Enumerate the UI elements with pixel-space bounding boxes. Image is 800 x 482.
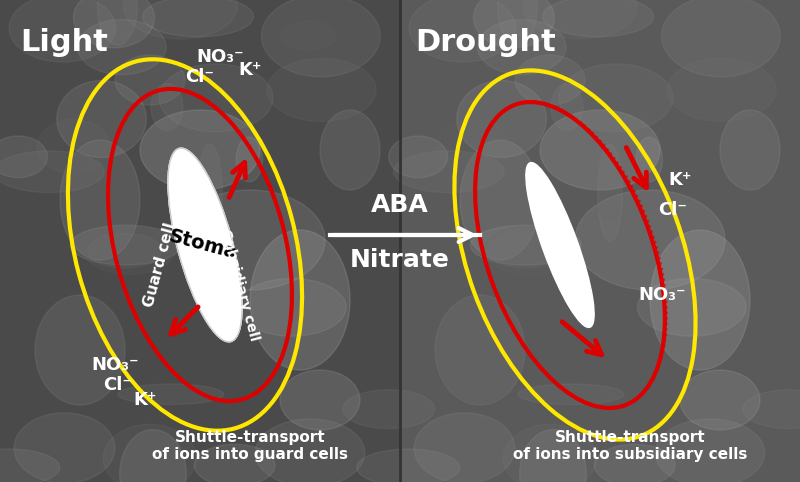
Ellipse shape [357,449,460,482]
Ellipse shape [558,64,673,132]
Bar [400,0,800,482]
Text: Cl⁻: Cl⁻ [658,201,687,219]
Ellipse shape [168,148,242,342]
Ellipse shape [594,444,675,482]
Ellipse shape [250,230,350,370]
Ellipse shape [457,80,546,158]
Ellipse shape [84,226,174,275]
Ellipse shape [598,192,620,220]
Text: Stoma: Stoma [166,227,239,263]
Ellipse shape [667,58,776,121]
Ellipse shape [503,424,597,482]
Ellipse shape [498,0,538,45]
Ellipse shape [742,390,800,428]
Ellipse shape [515,55,585,105]
Ellipse shape [236,137,262,182]
Ellipse shape [255,419,365,482]
Ellipse shape [78,19,166,75]
Ellipse shape [526,162,594,327]
Ellipse shape [198,144,222,241]
Ellipse shape [681,21,737,50]
Ellipse shape [57,80,146,158]
Ellipse shape [720,110,780,190]
Ellipse shape [655,419,765,482]
Ellipse shape [267,58,376,121]
Ellipse shape [151,83,183,131]
Ellipse shape [662,0,780,77]
Text: K⁺: K⁺ [238,61,262,79]
Text: Shuttle-transport
of ions into guard cells: Shuttle-transport of ions into guard cel… [152,430,348,462]
Ellipse shape [0,151,104,193]
Ellipse shape [409,0,516,62]
Ellipse shape [414,413,515,482]
Bar [0,0,400,482]
Ellipse shape [551,83,583,131]
Text: Guard cell: Guard cell [142,221,178,309]
Text: Nitrate: Nitrate [350,248,450,272]
Ellipse shape [74,0,154,48]
Text: Cl⁻: Cl⁻ [103,376,133,394]
Ellipse shape [540,110,660,190]
Ellipse shape [262,0,380,77]
Ellipse shape [394,151,504,193]
Ellipse shape [636,137,662,182]
Ellipse shape [474,0,554,48]
Ellipse shape [70,225,181,265]
Ellipse shape [598,144,622,241]
Ellipse shape [60,140,140,260]
Ellipse shape [389,136,447,178]
Ellipse shape [87,233,162,268]
Text: K⁺: K⁺ [668,171,691,189]
Ellipse shape [523,0,638,39]
Ellipse shape [320,110,380,190]
Ellipse shape [0,449,60,482]
Ellipse shape [575,190,725,290]
Ellipse shape [115,55,185,105]
Text: Shuttle-transport
of ions into subsidiary cells: Shuttle-transport of ions into subsidiar… [513,430,747,462]
Ellipse shape [14,413,115,482]
Ellipse shape [460,140,540,260]
Ellipse shape [680,370,760,430]
Ellipse shape [478,19,566,75]
Ellipse shape [140,110,260,190]
Ellipse shape [281,21,337,50]
Ellipse shape [0,136,47,178]
Text: NO₃⁻: NO₃⁻ [196,48,244,66]
Ellipse shape [342,390,434,428]
Ellipse shape [158,64,273,132]
Ellipse shape [435,295,525,405]
Text: K⁺: K⁺ [134,391,157,409]
Ellipse shape [123,0,238,39]
Ellipse shape [638,279,746,336]
Ellipse shape [35,295,125,405]
Ellipse shape [103,424,197,482]
Ellipse shape [487,233,562,268]
Ellipse shape [238,279,346,336]
Ellipse shape [98,0,138,45]
Text: NO₃⁻: NO₃⁻ [638,286,686,304]
Ellipse shape [118,384,224,404]
Ellipse shape [9,0,116,62]
Ellipse shape [280,370,360,430]
Text: Subsidiary cell: Subsidiary cell [218,228,262,342]
Text: ABA: ABA [371,193,429,217]
Ellipse shape [650,230,750,370]
Text: Cl⁻: Cl⁻ [186,68,214,86]
Ellipse shape [484,226,574,275]
Ellipse shape [437,120,510,174]
Text: Drought: Drought [415,28,556,57]
Ellipse shape [175,190,325,290]
Ellipse shape [37,120,110,174]
Ellipse shape [194,444,275,482]
Text: NO₃⁻: NO₃⁻ [91,356,139,374]
Ellipse shape [120,429,186,482]
Ellipse shape [542,0,654,37]
Ellipse shape [198,192,220,220]
Ellipse shape [470,225,581,265]
Ellipse shape [518,384,624,404]
Ellipse shape [142,0,254,37]
Ellipse shape [520,429,586,482]
Text: Light: Light [20,28,108,57]
